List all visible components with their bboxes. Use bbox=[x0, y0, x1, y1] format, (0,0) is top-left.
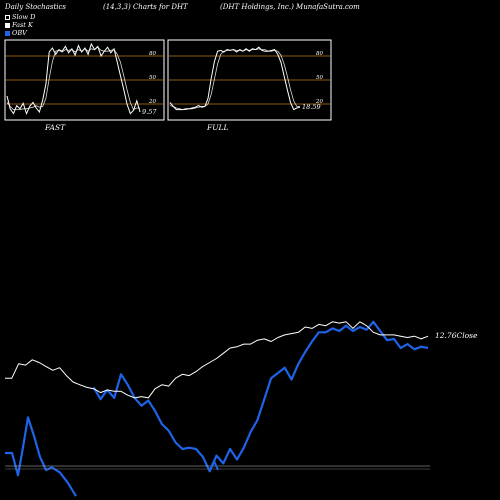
legend-swatch-obv bbox=[5, 30, 10, 36]
chart-title-left: Daily Stochastics bbox=[5, 3, 67, 11]
close-price-line bbox=[5, 321, 429, 399]
fast-series-line-slow-d bbox=[6, 46, 140, 111]
full-level-label-50: 50 bbox=[316, 75, 323, 81]
legend-label-slow-d: Slow D bbox=[12, 13, 36, 21]
full-series-line-full-k bbox=[169, 46, 301, 111]
legend-slow-d: Slow D bbox=[5, 13, 35, 21]
full-panel-title: FULL bbox=[206, 123, 229, 132]
fast-level-label-50: 50 bbox=[149, 75, 156, 81]
chart-title-right: (DHT Holdings, Inc.) MunafaSutra.com bbox=[220, 3, 360, 11]
legend-label-fast-k: Fast K bbox=[12, 21, 33, 29]
legend-swatch-slow-d bbox=[5, 14, 10, 20]
legend-obv: OBV bbox=[5, 29, 27, 37]
full-last-value-label: 18.59 bbox=[302, 103, 321, 111]
full-level-label-80: 80 bbox=[316, 51, 323, 57]
fast-level-label-20: 20 bbox=[148, 99, 156, 105]
legend-fast-k: Fast K bbox=[5, 21, 33, 29]
fast-series-line-fast-k bbox=[6, 42, 141, 116]
fast-panel-title: FAST bbox=[44, 123, 66, 132]
legend-label-obv: OBV bbox=[12, 29, 27, 37]
fast-last-value-label: 9.57 bbox=[142, 108, 157, 116]
obv-series-line-right bbox=[92, 320, 429, 473]
full-panel-frame bbox=[167, 39, 332, 121]
legend-swatch-fast-k bbox=[5, 22, 10, 28]
fast-panel-frame bbox=[4, 39, 165, 121]
full-level-label-20: 20 bbox=[315, 99, 323, 105]
obv-bottom-spike bbox=[209, 458, 219, 471]
chart-title-center: (14,3,3) Charts for DHT bbox=[103, 3, 188, 11]
full-series-line-full-d bbox=[169, 48, 300, 110]
close-value-label: 12.76Close bbox=[435, 331, 478, 340]
fast-level-label-80: 80 bbox=[149, 51, 156, 57]
obv-series-line-left bbox=[5, 416, 77, 497]
